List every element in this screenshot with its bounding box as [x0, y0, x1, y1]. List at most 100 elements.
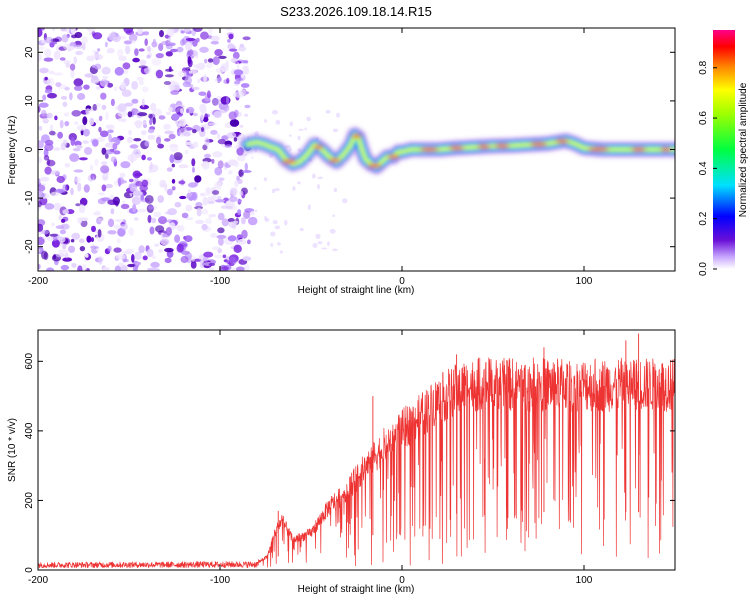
noise-blob — [123, 28, 134, 34]
noise-blob — [38, 46, 45, 50]
noise-blob — [131, 196, 141, 206]
noise-blob — [239, 190, 244, 196]
noise-blob — [188, 70, 192, 74]
noise-blob — [51, 239, 60, 248]
noise-blob — [228, 170, 233, 175]
noise-blob — [59, 120, 64, 129]
noise-blob — [223, 259, 228, 263]
noise-blob — [191, 129, 197, 134]
noise-blob — [221, 218, 229, 227]
noise-blob — [332, 128, 339, 133]
noise-blob — [151, 58, 162, 66]
noise-blob — [204, 153, 211, 159]
noise-blob — [141, 154, 146, 161]
noise-blob — [77, 93, 86, 100]
noise-blob — [84, 146, 93, 155]
noise-blob — [97, 48, 101, 52]
noise-blob — [270, 231, 276, 237]
noise-blob — [180, 30, 185, 34]
noise-blob — [233, 220, 239, 224]
noise-blob — [40, 176, 50, 182]
noise-blob — [298, 128, 304, 131]
noise-blob — [51, 222, 55, 227]
noise-blob — [59, 229, 66, 235]
noise-blob — [125, 248, 134, 255]
noise-blob — [164, 130, 174, 135]
noise-blob — [229, 188, 237, 197]
noise-blob — [50, 191, 60, 197]
noise-blob — [241, 175, 244, 179]
noise-blob — [238, 46, 246, 52]
ridge-peak-halo — [312, 144, 324, 150]
noise-blob — [82, 128, 90, 137]
noise-blob — [117, 48, 124, 57]
noise-blob — [157, 195, 164, 203]
noise-blob — [203, 251, 214, 258]
noise-blob — [132, 170, 141, 179]
noise-blob — [199, 259, 205, 269]
noise-blob — [82, 140, 89, 144]
noise-blob — [214, 182, 223, 190]
noise-blob — [208, 267, 215, 271]
noise-blob — [131, 80, 139, 90]
colorbar-tick-label: 0.4 — [698, 161, 709, 175]
noise-blob — [60, 96, 68, 100]
noise-blob — [86, 235, 92, 243]
noise-blob — [147, 128, 155, 134]
noise-blob — [105, 183, 113, 189]
noise-blob — [164, 74, 174, 78]
noise-blob — [117, 227, 126, 237]
noise-blob — [73, 169, 84, 173]
noise-blob — [133, 265, 139, 271]
noise-blob — [271, 188, 276, 194]
noise-blob — [142, 255, 148, 261]
noise-blob — [274, 225, 281, 230]
noise-blob — [160, 238, 170, 246]
noise-blob — [42, 94, 47, 101]
noise-blob — [207, 58, 214, 63]
noise-blob — [242, 36, 251, 41]
noise-blob — [171, 113, 180, 121]
ridge-peak-halo — [367, 163, 383, 169]
noise-blob — [84, 73, 94, 78]
x-tick-label: 100 — [576, 575, 593, 586]
noise-blob — [113, 224, 121, 230]
noise-blob — [39, 67, 49, 74]
noise-blob — [69, 92, 73, 101]
noise-blob — [131, 98, 139, 104]
noise-blob — [124, 102, 134, 107]
noise-blob — [132, 190, 143, 197]
noise-blob — [206, 90, 211, 99]
noise-blob — [233, 137, 238, 142]
noise-blob — [139, 59, 147, 66]
noise-blob — [62, 209, 69, 215]
x-tick-label: -100 — [210, 276, 230, 287]
noise-blob — [60, 240, 64, 248]
snr-ylabel: SNR (10 * v/v) — [7, 418, 18, 482]
noise-blob — [114, 265, 121, 271]
y-tick-label: 600 — [24, 353, 35, 370]
noise-blob — [127, 153, 138, 162]
noise-blob — [192, 141, 199, 148]
noise-blob — [158, 115, 166, 120]
noise-blob — [121, 118, 127, 123]
noise-blob — [332, 248, 338, 252]
noise-blob — [168, 82, 175, 91]
noise-blob — [180, 108, 184, 114]
noise-blob — [138, 48, 145, 52]
noise-blob — [97, 229, 102, 238]
noise-blob — [44, 48, 52, 58]
noise-blob — [144, 38, 148, 46]
noise-blob — [181, 212, 189, 219]
noise-blob — [122, 62, 131, 70]
noise-blob — [92, 64, 96, 68]
noise-blob — [72, 147, 81, 152]
noise-blob — [79, 157, 88, 161]
noise-blob — [101, 197, 111, 202]
noise-blob — [127, 136, 133, 144]
ridge-peak-halo — [418, 147, 440, 152]
noise-blob — [38, 264, 41, 270]
noise-blob — [176, 243, 184, 253]
noise-blob — [124, 45, 131, 55]
noise-blob — [264, 119, 268, 123]
